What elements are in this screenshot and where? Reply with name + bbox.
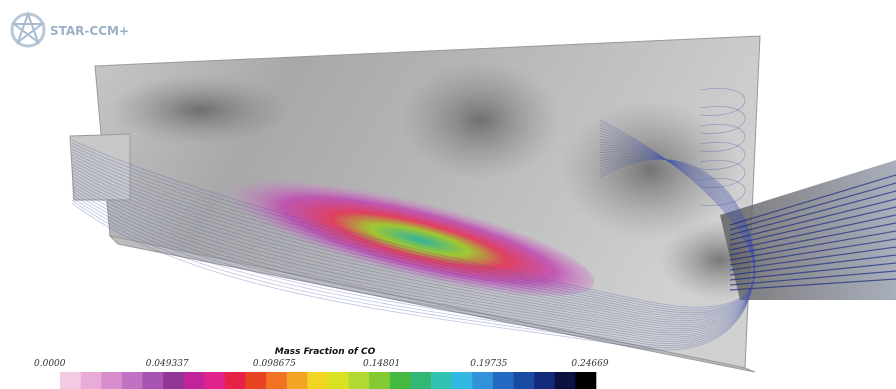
- colorbar-tick-label: 0.14801: [363, 359, 400, 369]
- colorbar-swatch: [493, 372, 514, 389]
- shade: [560, 100, 740, 240]
- colorbar-swatch: [534, 372, 555, 389]
- colorbar-tick-label: 0.19735: [470, 359, 507, 369]
- colorbar-swatch: [555, 372, 576, 389]
- colorbar-title: Mass Fraction of CO: [275, 347, 376, 357]
- colorbar-swatch: [122, 372, 143, 389]
- colorbar-swatch: [246, 372, 267, 389]
- colorbar-swatch: [514, 372, 535, 389]
- colorbar-swatch: [431, 372, 452, 389]
- colorbar-swatch: [390, 372, 411, 389]
- logo: STAR-CCM+: [12, 14, 129, 46]
- colorbar-tick-label: 0.098675: [253, 359, 296, 369]
- colorbar-swatch: [225, 372, 246, 389]
- colorbar-swatch: [369, 372, 390, 389]
- simulation-view: STAR-CCM+ Mass Fraction of CO 0.0000 0.04…: [0, 0, 896, 389]
- colorbar-swatch: [266, 372, 287, 389]
- colorbar-swatch: [575, 372, 596, 389]
- colorbar-swatch: [349, 372, 370, 389]
- furnace-geometry: [70, 36, 896, 372]
- logo-ring: [12, 14, 44, 46]
- colorbar-swatch: [60, 372, 81, 389]
- colorbar-swatch: [410, 372, 431, 389]
- colorbar-swatch: [101, 372, 122, 389]
- colorbar-swatch: [452, 372, 473, 389]
- colorbar-tick-label: 0.0000: [34, 359, 66, 369]
- colorbar-tick-label: 0.049337: [146, 359, 189, 369]
- colorbar-swatch: [142, 372, 163, 389]
- shade: [110, 75, 290, 145]
- colorbar-swatch: [204, 372, 225, 389]
- colorbar-swatch: [328, 372, 349, 389]
- colorbar-tick-label: 0.24669: [571, 359, 608, 369]
- colorbar: Mass Fraction of CO 0.0000 0.049337 0.0986…: [34, 347, 609, 389]
- logo-text: STAR-CCM+: [50, 24, 129, 38]
- colorbar-swatch: [287, 372, 308, 389]
- colorbar-swatch: [472, 372, 493, 389]
- colorbar-swatch: [163, 372, 184, 389]
- colorbar-swatch: [307, 372, 328, 389]
- shade: [400, 60, 560, 180]
- colorbar-swatch: [81, 372, 102, 389]
- colorbar-swatch: [184, 372, 205, 389]
